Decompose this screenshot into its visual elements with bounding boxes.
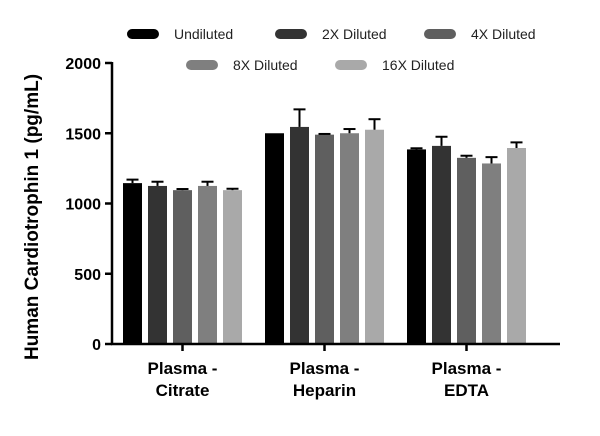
- bar: [198, 185, 217, 344]
- legend: Undiluted 2X Diluted 4X Diluted 8X Diluted 1…: [127, 26, 536, 73]
- x-tick-label: EDTA: [444, 381, 489, 400]
- error-bars: [126, 108, 523, 191]
- bar: [123, 183, 142, 344]
- legend-swatch: [335, 60, 367, 70]
- bar: [507, 148, 526, 344]
- y-tick-label: 500: [74, 267, 101, 284]
- legend-swatch: [127, 29, 159, 39]
- y-axis-ticks: 0 500 1000 1500 2000: [65, 56, 112, 354]
- y-axis-title: Human Cardiotrophin 1 (pg/mL): [22, 74, 43, 360]
- bar: [223, 190, 242, 344]
- bar: [148, 185, 167, 344]
- legend-label: 8X Diluted: [233, 57, 298, 73]
- bar: [407, 149, 426, 344]
- x-tick-label: Plasma -: [432, 359, 502, 378]
- y-tick-label: 0: [92, 337, 101, 354]
- x-tick-label: Heparin: [293, 381, 356, 400]
- y-tick-label: 2000: [65, 56, 101, 73]
- legend-swatch: [275, 29, 307, 39]
- bar: [482, 163, 501, 344]
- legend-label: Undiluted: [174, 26, 233, 42]
- bar: [173, 190, 192, 344]
- bar: [365, 129, 384, 344]
- legend-swatch: [424, 29, 456, 39]
- legend-label: 2X Diluted: [322, 26, 387, 42]
- x-axis-labels: Plasma - Citrate Plasma - Heparin Plasma - ED…: [148, 359, 502, 400]
- bar: [290, 126, 309, 345]
- bars: [123, 126, 526, 345]
- legend-swatch: [186, 60, 218, 70]
- y-tick-label: 1500: [65, 126, 101, 143]
- x-tick-label: Citrate: [156, 381, 210, 400]
- x-tick-label: Plasma -: [290, 359, 360, 378]
- bar: [457, 157, 476, 344]
- x-tick-label: Plasma -: [148, 359, 218, 378]
- legend-label: 4X Diluted: [471, 26, 536, 42]
- bar: [432, 145, 451, 344]
- legend-label: 16X Diluted: [382, 57, 454, 73]
- bar: [265, 133, 284, 344]
- bar: [340, 133, 359, 344]
- y-tick-label: 1000: [65, 197, 101, 214]
- bar: [315, 134, 334, 344]
